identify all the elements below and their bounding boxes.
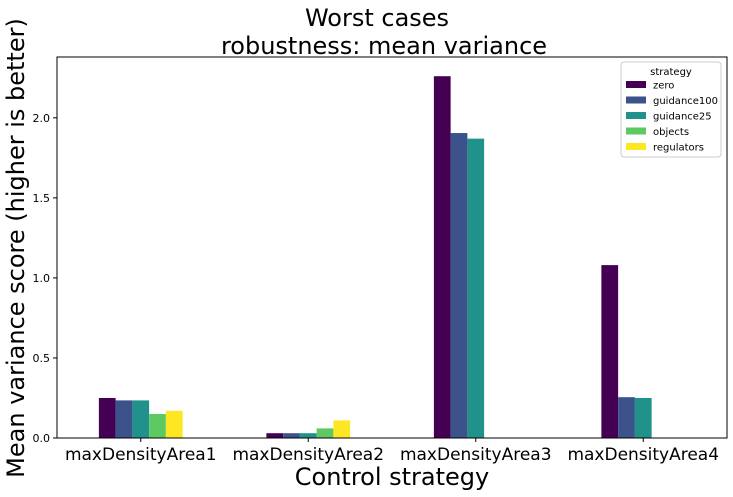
bar-guidance25-maxDensityArea4 bbox=[634, 397, 652, 438]
x-tick-label: maxDensityArea2 bbox=[232, 445, 384, 465]
y-tick-label: 0.0 bbox=[33, 432, 51, 445]
legend-swatch-guidance25 bbox=[626, 112, 646, 119]
bar-zero-maxDensityArea2 bbox=[266, 433, 284, 438]
bar-guidance25-maxDensityArea3 bbox=[467, 138, 485, 438]
bar-guidance100-maxDensityArea2 bbox=[283, 433, 300, 438]
plot-frame bbox=[56, 56, 728, 439]
legend-swatch-guidance100 bbox=[626, 96, 646, 104]
x-axis-ticks: maxDensityArea1 maxDensityArea2 maxDensity… bbox=[65, 438, 719, 465]
legend-label-regulators: regulators bbox=[653, 143, 704, 154]
bar-guidance25-maxDensityArea2 bbox=[299, 433, 317, 438]
legend: strategy zero guidance100 guidance25 object… bbox=[620, 61, 722, 158]
chart-title-line-1: Worst cases bbox=[305, 4, 449, 32]
bar-guidance100-maxDensityArea4 bbox=[618, 397, 635, 438]
y-tick-label: 0.5 bbox=[33, 352, 51, 365]
bar-zero-maxDensityArea1 bbox=[98, 397, 116, 438]
bar-guidance100-maxDensityArea3 bbox=[450, 133, 468, 439]
y-tick-label: 1.5 bbox=[33, 192, 51, 205]
legend-label-zero: zero bbox=[653, 81, 674, 92]
legend-swatch-objects bbox=[626, 127, 646, 135]
legend-label-guidance100: guidance100 bbox=[653, 96, 718, 107]
bar-guidance100-maxDensityArea1 bbox=[115, 400, 133, 438]
bar-regulators-maxDensityArea2 bbox=[333, 420, 351, 438]
y-tick-label: 1.0 bbox=[33, 272, 51, 285]
bar-zero-maxDensityArea4 bbox=[601, 265, 619, 438]
x-axis-label: Control strategy bbox=[295, 463, 489, 491]
x-tick-label: maxDensityArea3 bbox=[400, 445, 552, 465]
legend-entries: zero guidance100 guidance25 objects regulato… bbox=[626, 81, 718, 154]
y-tick-label: 2.0 bbox=[33, 112, 51, 125]
legend-swatch-regulators bbox=[626, 143, 646, 150]
bar-regulators-maxDensityArea1 bbox=[165, 410, 183, 438]
legend-title: strategy bbox=[650, 67, 692, 78]
x-tick-label: maxDensityArea4 bbox=[567, 445, 719, 465]
x-tick-label: maxDensityArea1 bbox=[65, 445, 217, 465]
chart-title-line-2: robustness: mean variance bbox=[221, 32, 547, 60]
legend-swatch-zero bbox=[626, 81, 646, 88]
y-axis-ticks: 0.0 0.5 1.0 1.5 2.0 bbox=[33, 112, 57, 445]
bar-guidance25-maxDensityArea1 bbox=[132, 400, 150, 438]
bar-zero-maxDensityArea3 bbox=[433, 76, 451, 439]
bar-objects-maxDensityArea1 bbox=[149, 413, 166, 438]
bar-objects-maxDensityArea2 bbox=[316, 428, 334, 438]
bars-group bbox=[98, 76, 652, 439]
legend-label-guidance25: guidance25 bbox=[653, 112, 712, 123]
y-axis-label: Mean variance score (higher is better) bbox=[2, 18, 30, 478]
legend-label-objects: objects bbox=[653, 127, 689, 138]
